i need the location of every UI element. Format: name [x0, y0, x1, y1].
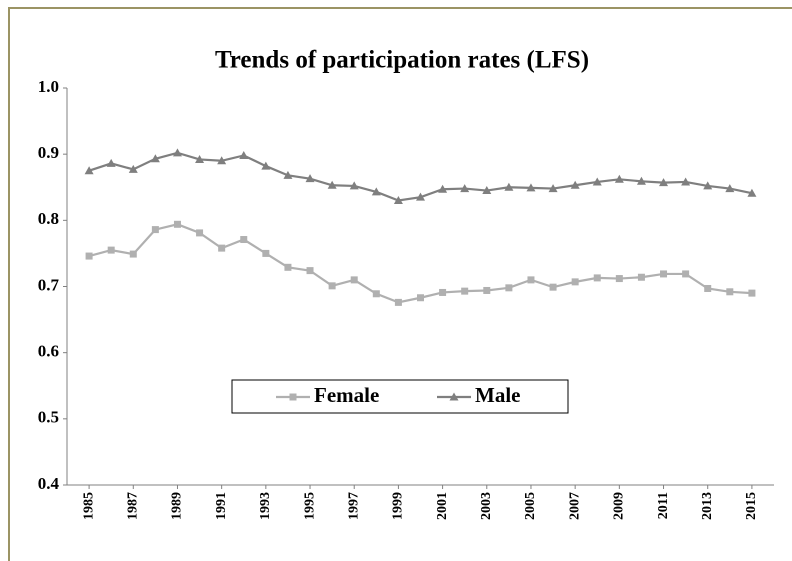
marker: [636, 176, 646, 185]
marker: [615, 275, 623, 283]
marker: [682, 270, 690, 278]
legend-marker: [289, 393, 297, 401]
marker: [504, 182, 514, 191]
marker: [218, 244, 226, 252]
x-tick-label: 1987: [126, 492, 141, 520]
marker: [505, 284, 513, 292]
marker: [393, 195, 403, 204]
y-tick-label: 0.5: [38, 408, 59, 427]
x-tick-label: 2015: [744, 492, 759, 520]
marker: [526, 183, 536, 192]
marker: [350, 276, 358, 284]
marker: [614, 174, 624, 183]
x-tick-label: 2009: [612, 492, 627, 520]
marker: [129, 250, 137, 258]
marker: [349, 181, 359, 190]
x-tick-label: 2003: [479, 492, 494, 520]
x-tick-label: 1989: [170, 492, 185, 520]
marker: [438, 184, 448, 193]
marker: [483, 286, 491, 294]
marker: [107, 246, 115, 254]
y-tick-label: 0.4: [38, 474, 60, 493]
x-tick-label: 1991: [214, 492, 229, 520]
x-tick-label: 1993: [258, 492, 273, 520]
marker: [461, 287, 469, 295]
marker: [372, 290, 380, 298]
marker: [195, 154, 205, 163]
marker: [371, 187, 381, 196]
marker: [660, 270, 668, 278]
x-tick-label: 2007: [567, 492, 582, 520]
marker: [659, 178, 669, 187]
marker: [548, 184, 558, 193]
marker: [305, 174, 315, 183]
marker: [571, 278, 579, 286]
marker: [150, 154, 160, 163]
marker: [637, 273, 645, 281]
marker: [460, 184, 470, 193]
marker: [394, 298, 402, 306]
frame: [8, 7, 792, 561]
marker: [726, 288, 734, 296]
marker: [106, 158, 116, 167]
y-tick-label: 0.7: [38, 275, 60, 294]
legend-marker: [449, 392, 459, 401]
marker: [261, 161, 271, 170]
chart-title: Trends of participation rates (LFS): [215, 47, 589, 74]
marker: [173, 220, 181, 228]
marker: [85, 252, 93, 260]
x-tick-label: 1999: [391, 492, 406, 520]
y-tick-label: 0.8: [38, 209, 59, 228]
marker: [703, 181, 713, 190]
marker: [482, 186, 492, 195]
y-tick-label: 0.6: [38, 342, 59, 361]
marker: [128, 164, 138, 173]
marker: [217, 156, 227, 165]
marker: [262, 249, 270, 257]
marker: [417, 294, 424, 302]
x-tick-label: 1997: [346, 492, 361, 520]
marker: [306, 267, 314, 275]
marker: [328, 282, 336, 290]
marker: [151, 226, 159, 234]
marker: [239, 150, 249, 159]
legend-label: Male: [475, 383, 520, 407]
x-tick-label: 1995: [302, 492, 317, 520]
marker: [747, 188, 757, 197]
legend-label: Female: [314, 383, 379, 407]
marker: [593, 274, 601, 282]
marker: [327, 180, 337, 189]
marker: [284, 263, 292, 271]
marker: [527, 276, 535, 284]
marker: [748, 289, 756, 297]
marker: [592, 177, 602, 186]
marker: [570, 180, 580, 189]
marker: [283, 170, 293, 179]
marker: [240, 236, 248, 244]
marker: [681, 177, 691, 186]
x-tick-label: 2011: [656, 492, 671, 519]
y-tick-label: 0.9: [38, 143, 59, 162]
marker: [549, 283, 557, 291]
marker: [704, 284, 712, 292]
marker: [172, 148, 182, 157]
marker: [416, 192, 425, 201]
marker: [439, 288, 447, 296]
x-tick-label: 1985: [81, 492, 96, 520]
y-tick-label: 1.0: [38, 77, 59, 96]
marker: [84, 166, 94, 175]
x-tick-label: 2001: [435, 492, 450, 520]
marker: [725, 184, 735, 193]
series-line: [88, 223, 752, 304]
x-tick-label: 2013: [700, 492, 715, 520]
x-tick-label: 2005: [523, 492, 538, 520]
marker: [196, 229, 204, 237]
